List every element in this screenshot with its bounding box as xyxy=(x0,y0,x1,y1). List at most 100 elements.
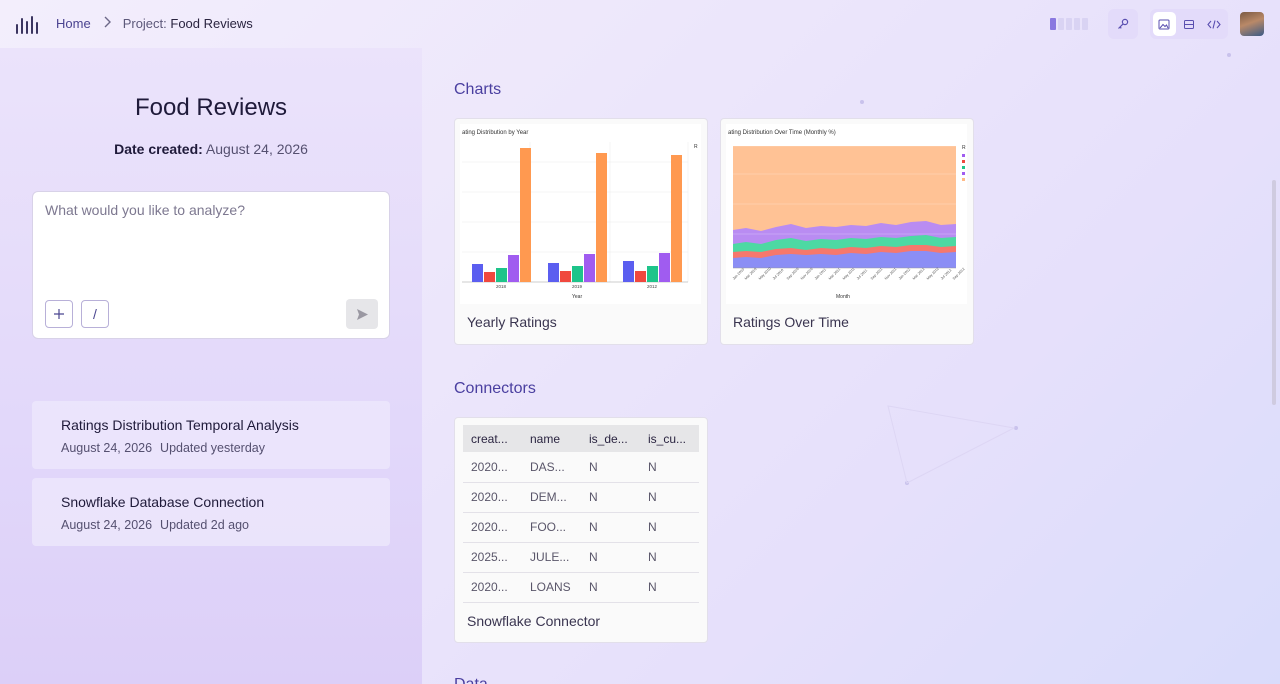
tick-label: 2019 xyxy=(572,284,583,289)
svg-text:Jan 2011: Jan 2011 xyxy=(814,268,827,281)
table-view-button[interactable] xyxy=(1178,12,1201,36)
plus-icon xyxy=(54,309,64,319)
table-cell: N xyxy=(640,482,699,513)
column-header: is_cu... xyxy=(640,425,699,452)
table-cell: N xyxy=(640,452,699,483)
bar xyxy=(484,272,495,282)
yearly-ratings-chart: ating Distribution by Year R xyxy=(462,130,698,300)
table-cell: N xyxy=(640,542,699,573)
scrollbar-thumb[interactable] xyxy=(1272,180,1276,405)
table-cell: N xyxy=(581,572,640,603)
svg-text:May 2011: May 2011 xyxy=(842,267,856,281)
list-icon xyxy=(1184,19,1194,29)
table-cell: JULE... xyxy=(522,542,581,573)
analyze-input[interactable] xyxy=(45,202,375,282)
table-cell: 2020... xyxy=(463,512,522,543)
table-cell: 2020... xyxy=(463,572,522,603)
svg-text:Sep 2010: Sep 2010 xyxy=(786,267,800,281)
x-axis-label: Month xyxy=(836,294,850,300)
svg-text:Jul 2012: Jul 2012 xyxy=(940,268,952,280)
slash-command-button[interactable]: / xyxy=(81,300,109,328)
svg-text:Mar 2012: Mar 2012 xyxy=(912,267,926,281)
bar xyxy=(671,155,682,282)
view-toggle xyxy=(1150,9,1228,39)
add-attachment-button[interactable] xyxy=(45,300,73,328)
progress-bars-icon xyxy=(1050,18,1088,30)
chart-card-yearly-ratings[interactable]: ating Distribution by Year R xyxy=(454,118,708,345)
table-cell: 2025... xyxy=(463,542,522,573)
key-button[interactable] xyxy=(1108,9,1138,39)
bar xyxy=(472,264,483,282)
table-row: 2020... DAS... N N xyxy=(463,452,699,483)
table-cell: FOO... xyxy=(522,512,581,543)
breadcrumb-home-link[interactable]: Home xyxy=(56,16,91,31)
table-cell: N xyxy=(581,542,640,573)
decorative-dot xyxy=(860,100,864,104)
table-cell: 2020... xyxy=(463,452,522,483)
table-cell: N xyxy=(581,512,640,543)
bar xyxy=(635,271,646,282)
thread-date: August 24, 2026 xyxy=(61,518,153,532)
code-view-button[interactable] xyxy=(1202,12,1225,36)
chart-card-label: Yearly Ratings xyxy=(467,314,557,330)
bar xyxy=(508,255,519,282)
chart-thumb-title: ating Distribution by Year xyxy=(462,130,528,136)
user-avatar[interactable] xyxy=(1240,12,1264,36)
column-header: name xyxy=(522,425,581,452)
send-icon xyxy=(356,308,368,320)
table-row: 2020... LOANS N N xyxy=(463,572,699,603)
thread-updated: Updated yesterday xyxy=(160,441,265,455)
bar xyxy=(596,153,607,282)
send-button[interactable] xyxy=(346,299,378,329)
ratings-over-time-chart: ating Distribution Over Time (Monthly %)… xyxy=(728,130,966,300)
column-header: is_de... xyxy=(581,425,640,452)
thread-updated: Updated 2d ago xyxy=(160,518,250,532)
thread-item[interactable]: Ratings Distribution Temporal Analysis A… xyxy=(32,401,390,469)
svg-text:Mar 2011: Mar 2011 xyxy=(828,267,841,280)
connector-card-snowflake[interactable]: creat... name is_de... is_cu... 2020... … xyxy=(454,417,708,643)
bar xyxy=(496,268,507,282)
bar xyxy=(623,261,634,282)
bar xyxy=(584,254,595,282)
table-cell: DEM... xyxy=(522,482,581,513)
legend-swatches xyxy=(962,154,965,181)
chart-card-ratings-over-time[interactable]: ating Distribution Over Time (Monthly %)… xyxy=(720,118,974,345)
svg-text:May 2012: May 2012 xyxy=(926,267,940,281)
bar xyxy=(548,263,559,282)
svg-text:Sep 2012: Sep 2012 xyxy=(952,267,966,281)
area-series xyxy=(733,251,956,268)
column-header: creat... xyxy=(463,425,522,452)
svg-text:Sep 2011: Sep 2011 xyxy=(870,267,884,281)
svg-text:Nov 2011: Nov 2011 xyxy=(884,267,898,281)
connectors-section-title: Connectors xyxy=(454,380,536,397)
table-cell: N xyxy=(640,512,699,543)
breadcrumb: Home Project: Food Reviews xyxy=(56,16,253,31)
connector-card-label: Snowflake Connector xyxy=(467,613,601,629)
thread-item[interactable]: Snowflake Database Connection August 24,… xyxy=(32,478,390,546)
date-created: Date created: August 24, 2026 xyxy=(114,141,308,157)
x-tick-labels: Jan 2010 Mar 2010 May 2010 Jul 2010 Sep … xyxy=(732,267,966,281)
decorative-dot xyxy=(1014,426,1018,430)
code-icon xyxy=(1206,19,1221,29)
svg-text:Jan 2010: Jan 2010 xyxy=(732,267,745,280)
data-section-title: Data xyxy=(454,676,488,684)
image-icon xyxy=(1158,19,1170,29)
svg-text:Jul 2010: Jul 2010 xyxy=(772,268,784,280)
app-logo-icon[interactable] xyxy=(16,14,38,34)
prompt-box: / xyxy=(32,191,390,339)
decorative-lines xyxy=(887,405,1016,484)
table-cell: N xyxy=(581,482,640,513)
table-cell: N xyxy=(581,452,640,483)
bar xyxy=(572,266,583,282)
breadcrumb-project: Project: Food Reviews xyxy=(122,16,253,31)
chart-thumb-title: ating Distribution Over Time (Monthly %) xyxy=(728,130,836,136)
left-panel: Food Reviews Date created: August 24, 20… xyxy=(0,48,422,684)
decorative-dot xyxy=(1227,53,1231,57)
bar xyxy=(659,253,670,282)
image-view-button[interactable] xyxy=(1153,12,1176,36)
breadcrumb-project-name: Food Reviews xyxy=(170,16,253,31)
chart-thumbnail: ating Distribution by Year R xyxy=(460,124,701,304)
thread-title: Snowflake Database Connection xyxy=(61,494,265,510)
chevron-right-icon xyxy=(103,16,111,31)
connector-preview-table: creat... name is_de... is_cu... 2020... … xyxy=(463,425,699,603)
